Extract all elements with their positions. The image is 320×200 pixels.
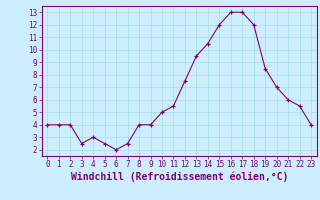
X-axis label: Windchill (Refroidissement éolien,°C): Windchill (Refroidissement éolien,°C) — [70, 172, 288, 182]
